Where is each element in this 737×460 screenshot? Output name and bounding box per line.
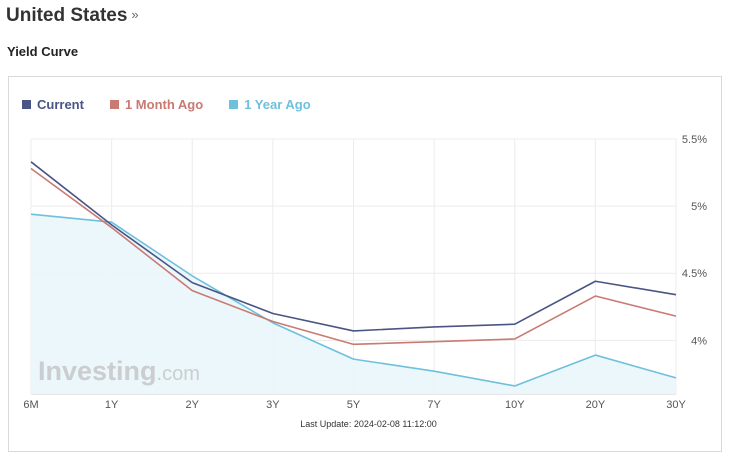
series-line-current (30, 161, 677, 332)
investing-watermark: Investing.com (38, 356, 200, 386)
legend-item-1-month-ago[interactable]: 1 Month Ago (109, 97, 204, 112)
page-title: United States» (6, 5, 139, 27)
y-tick-label-2: 4.5% (682, 268, 707, 280)
x-tick-label-7y: 7Y (427, 399, 441, 411)
series-line-1-year-ago (30, 213, 677, 387)
watermark-suffix: .com (157, 363, 200, 385)
y-tick-label-1: 5% (691, 201, 707, 213)
area-fill-1-year-ago (31, 214, 676, 394)
legend-swatch-1-year-ago (229, 100, 239, 109)
last-update-text: Last Update: 2024-02-08 11:12:00 (300, 419, 437, 429)
chart-legend: Current 1 Month Ago 1 Year Ago (22, 97, 311, 112)
x-tick-label-3y: 3Y (266, 399, 280, 411)
legend-label-current: Current (37, 97, 84, 112)
x-tick-label-2y: 2Y (186, 399, 200, 411)
y-tick-label-3: 4% (691, 335, 707, 347)
chevron-right-icon[interactable]: » (131, 7, 139, 22)
x-tick-label-20y: 20Y (586, 399, 606, 411)
legend-swatch-current (22, 100, 31, 109)
x-tick-label-5y: 5Y (347, 399, 361, 411)
chart-subtitle: Yield Curve (7, 44, 79, 59)
x-tick-label-6m: 6M (23, 399, 38, 411)
x-tick-label-30y: 30Y (666, 399, 686, 411)
x-tick-label-1y: 1Y (105, 399, 119, 411)
legend-label-1-month-ago: 1 Month Ago (124, 97, 204, 112)
legend-item-current[interactable]: Current (22, 97, 84, 112)
watermark-brand: Investing (38, 356, 157, 386)
legend-item-1-year-ago[interactable]: 1 Year Ago (229, 97, 311, 112)
country-title: United States (6, 5, 128, 26)
y-tick-label-0: 5.5% (682, 134, 707, 146)
legend-swatch-1-month-ago (109, 100, 119, 109)
series-line-1-month-ago (30, 167, 677, 346)
legend-label-1-year-ago: 1 Year Ago (244, 97, 311, 112)
x-tick-label-10y: 10Y (505, 399, 525, 411)
